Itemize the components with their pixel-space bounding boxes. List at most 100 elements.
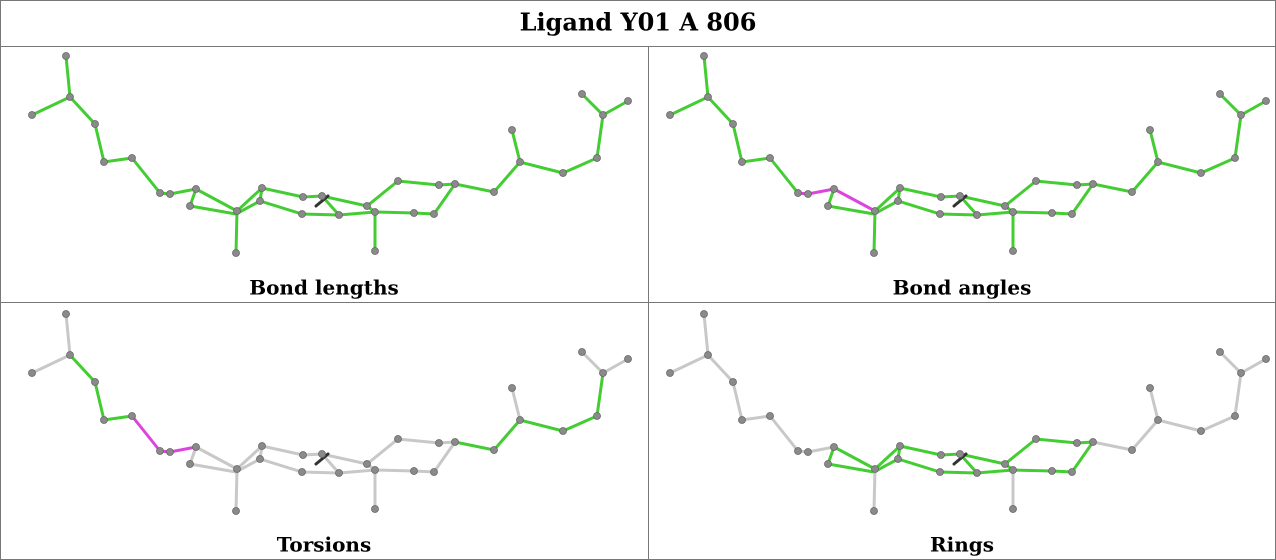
atom bbox=[1237, 369, 1245, 377]
bond bbox=[668, 312, 710, 375]
atom bbox=[1089, 438, 1097, 446]
atom bbox=[824, 202, 832, 210]
atom bbox=[738, 416, 746, 424]
atom bbox=[430, 210, 438, 218]
bond bbox=[706, 95, 772, 164]
atom bbox=[128, 412, 136, 420]
atom bbox=[766, 412, 774, 420]
bond bbox=[1148, 386, 1160, 422]
atom bbox=[1197, 427, 1205, 435]
atom bbox=[410, 467, 418, 475]
atom bbox=[1073, 439, 1081, 447]
atom bbox=[704, 93, 712, 101]
atom bbox=[1216, 90, 1224, 98]
bond bbox=[314, 194, 330, 208]
atom bbox=[1068, 468, 1076, 476]
atom bbox=[593, 154, 601, 162]
atom bbox=[318, 450, 326, 458]
atom bbox=[233, 207, 241, 215]
atom bbox=[1048, 467, 1056, 475]
bond bbox=[68, 95, 134, 164]
atom bbox=[1237, 111, 1245, 119]
atom bbox=[233, 465, 241, 473]
atom bbox=[258, 442, 266, 450]
atom bbox=[363, 202, 371, 210]
bond bbox=[796, 445, 836, 454]
atom bbox=[894, 455, 902, 463]
atom bbox=[1001, 202, 1009, 210]
atom bbox=[451, 438, 459, 446]
atom bbox=[794, 189, 802, 197]
bond bbox=[30, 54, 72, 117]
atom bbox=[1146, 384, 1154, 392]
bonds bbox=[30, 312, 630, 513]
atom bbox=[451, 180, 459, 188]
atom bbox=[186, 202, 194, 210]
bond bbox=[952, 452, 968, 466]
atoms bbox=[666, 310, 1270, 515]
atom bbox=[490, 188, 498, 196]
atom bbox=[559, 427, 567, 435]
bond bbox=[1091, 113, 1243, 194]
atom bbox=[973, 469, 981, 477]
atom bbox=[128, 154, 136, 162]
bond bbox=[952, 194, 968, 208]
atom bbox=[371, 505, 379, 513]
bond bbox=[706, 353, 772, 422]
ligand-image bbox=[28, 310, 632, 515]
bond bbox=[832, 187, 877, 213]
atom bbox=[1262, 97, 1270, 105]
atom bbox=[508, 384, 516, 392]
atom bbox=[1068, 210, 1076, 218]
atom bbox=[896, 184, 904, 192]
bond bbox=[158, 445, 198, 454]
atom bbox=[937, 193, 945, 201]
atom bbox=[1197, 169, 1205, 177]
atom bbox=[896, 442, 904, 450]
atom bbox=[1262, 355, 1270, 363]
atom bbox=[624, 355, 632, 363]
bond bbox=[510, 128, 522, 164]
atom bbox=[1154, 416, 1162, 424]
atom bbox=[66, 93, 74, 101]
bond bbox=[314, 452, 330, 466]
bond bbox=[1091, 371, 1243, 452]
atom bbox=[394, 435, 402, 443]
bond bbox=[873, 437, 1095, 471]
atom bbox=[937, 451, 945, 459]
bond bbox=[130, 414, 162, 453]
atom bbox=[192, 443, 200, 451]
atom bbox=[578, 90, 586, 98]
bond bbox=[768, 414, 800, 453]
atom bbox=[298, 468, 306, 476]
atom bbox=[1128, 446, 1136, 454]
atom bbox=[490, 446, 498, 454]
bond bbox=[235, 437, 457, 471]
atoms bbox=[28, 310, 632, 515]
atom bbox=[700, 52, 708, 60]
atom bbox=[371, 247, 379, 255]
bond bbox=[768, 156, 800, 195]
atom bbox=[1032, 435, 1040, 443]
atom bbox=[871, 465, 879, 473]
atom bbox=[186, 460, 194, 468]
atom bbox=[435, 181, 443, 189]
atom bbox=[335, 211, 343, 219]
atom bbox=[256, 197, 264, 205]
atom bbox=[1128, 188, 1136, 196]
atom bbox=[91, 120, 99, 128]
table-title: Ligand Y01 A 806 bbox=[520, 8, 757, 37]
atom bbox=[1154, 158, 1162, 166]
bond bbox=[30, 312, 72, 375]
atom bbox=[299, 193, 307, 201]
atom bbox=[794, 447, 802, 455]
ligand-image bbox=[28, 52, 632, 257]
atom bbox=[870, 507, 878, 515]
atom bbox=[516, 158, 524, 166]
bond bbox=[158, 187, 198, 196]
bond bbox=[873, 179, 1095, 213]
bond bbox=[187, 182, 457, 217]
atom bbox=[1048, 209, 1056, 217]
atom bbox=[516, 416, 524, 424]
